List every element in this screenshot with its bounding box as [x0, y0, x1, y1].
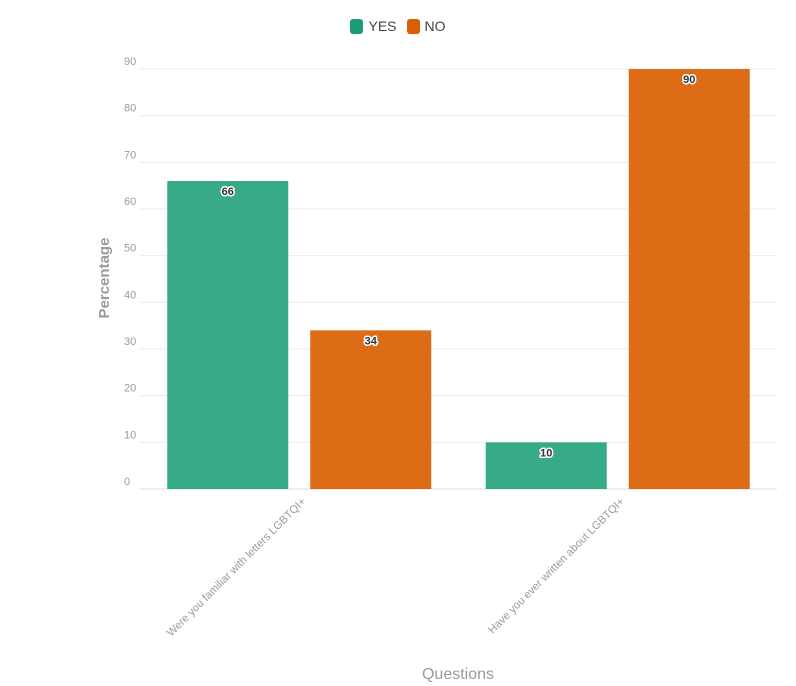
bar-yes-0[interactable]: [167, 181, 289, 489]
y-tick-label: 40: [124, 289, 136, 301]
y-tick-label: 10: [124, 429, 136, 441]
y-tick-label: 20: [124, 383, 136, 395]
bar-yes-1[interactable]: [485, 442, 607, 489]
y-axis-title: Percentage: [96, 238, 113, 319]
x-tick-label: Have you ever written about LGBTQI+: [486, 496, 627, 637]
x-axis-title: Questions: [422, 666, 494, 683]
x-tick-label: Were you familiar with letters LGBTQI+: [165, 496, 308, 639]
legend: YES NO: [0, 18, 796, 34]
legend-swatch-yes: [350, 18, 364, 34]
data-label: 10: [540, 447, 552, 459]
legend-item-no[interactable]: NO: [406, 18, 446, 34]
bar-no-1[interactable]: [628, 69, 750, 489]
y-tick-label: 0: [124, 476, 130, 488]
data-label: 66: [222, 186, 234, 198]
y-tick-label: 60: [124, 196, 136, 208]
data-label: 34: [365, 335, 378, 347]
legend-label-yes: YES: [368, 18, 397, 34]
legend-item-yes[interactable]: YES: [350, 18, 397, 34]
y-tick-label: 30: [124, 336, 136, 348]
y-tick-label: 50: [124, 243, 136, 255]
y-tick-label: 70: [124, 149, 136, 161]
bar-no-0[interactable]: [310, 330, 432, 489]
bar-layer: [167, 69, 750, 489]
data-label: 90: [683, 74, 695, 86]
legend-swatch-no: [406, 18, 420, 34]
y-tick-label: 80: [124, 103, 136, 115]
y-tick-label: 90: [124, 56, 136, 68]
legend-label-no: NO: [424, 18, 446, 34]
